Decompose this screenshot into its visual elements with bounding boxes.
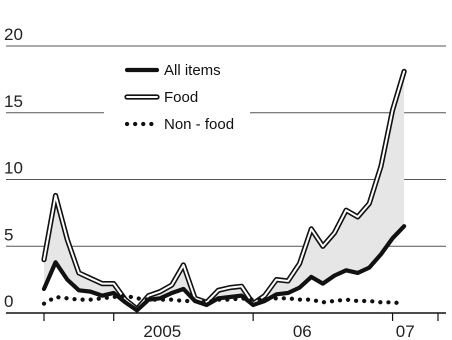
series-line-all-items	[41, 224, 407, 313]
y-tick-label-0: 0	[4, 292, 13, 311]
y-tick-label-10: 10	[4, 159, 23, 178]
legend-label-all-items: All items	[164, 62, 221, 79]
series-lines	[41, 68, 407, 313]
y-tick-label-5: 5	[4, 225, 13, 244]
y-tick-label-20: 20	[4, 25, 23, 44]
x-tick-label-2005: 2005	[143, 322, 181, 340]
x-tick-labels: 2005 06 07	[143, 322, 414, 340]
food-minus-all-items-shading	[44, 71, 405, 311]
legend-label-food: Food	[164, 89, 198, 106]
legend-label-non-food: Non - food	[164, 116, 234, 133]
y-tick-label-15: 15	[4, 92, 23, 111]
food-area	[44, 71, 405, 311]
y-tick-labels: 0 5 10 15 20	[4, 25, 23, 311]
legend: All items Food Non - food	[104, 58, 250, 138]
series-line-food	[43, 70, 406, 310]
x-axis	[6, 312, 446, 321]
x-tick-label-07: 07	[396, 322, 415, 340]
x-tick-label-06: 06	[293, 322, 312, 340]
